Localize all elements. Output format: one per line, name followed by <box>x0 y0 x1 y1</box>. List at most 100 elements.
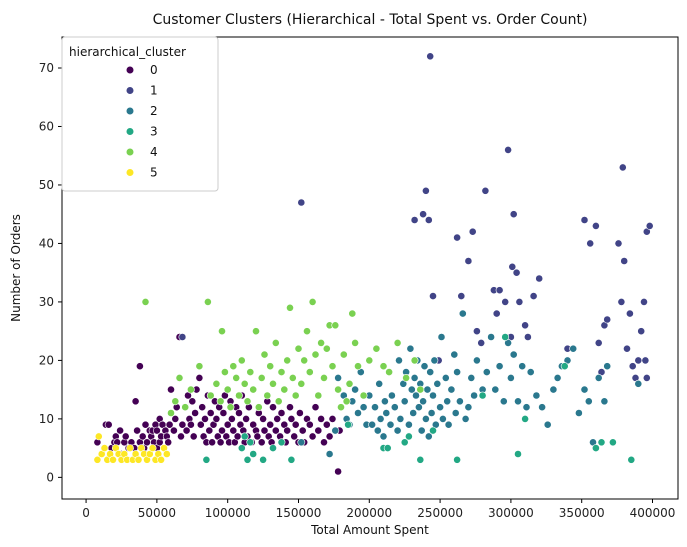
data-point-cluster-2 <box>495 362 504 371</box>
data-point-cluster-2 <box>443 397 452 406</box>
x-tick-label: 200000 <box>346 506 392 520</box>
data-point-cluster-4 <box>372 344 381 353</box>
data-point-cluster-0 <box>290 432 299 441</box>
legend-marker-0 <box>125 65 135 75</box>
data-point-cluster-4 <box>317 338 325 347</box>
data-point-cluster-2 <box>368 420 376 429</box>
data-point-cluster-0 <box>227 414 236 423</box>
data-point-cluster-2 <box>410 373 419 382</box>
data-point-cluster-0 <box>229 426 238 435</box>
data-point-cluster-0 <box>266 420 275 429</box>
data-point-cluster-4 <box>252 327 260 336</box>
data-point-cluster-1 <box>524 333 532 341</box>
data-point-cluster-4 <box>175 373 184 382</box>
data-point-cluster-0 <box>311 403 320 412</box>
data-point-cluster-0 <box>216 438 225 447</box>
data-point-cluster-2 <box>491 385 500 394</box>
y-axis-label: Number of Orders <box>9 214 23 322</box>
data-point-cluster-0 <box>235 409 243 417</box>
y-tick-label: 0 <box>46 470 54 484</box>
x-tick-label: 150000 <box>276 506 322 520</box>
data-point-cluster-1 <box>429 292 437 300</box>
data-point-cluster-2 <box>359 403 368 412</box>
data-point-cluster-3 <box>400 438 409 447</box>
data-point-cluster-3 <box>277 438 286 447</box>
data-point-cluster-0 <box>314 426 323 435</box>
data-point-cluster-4 <box>348 309 357 318</box>
y-tick-label: 20 <box>39 353 54 367</box>
data-point-cluster-2 <box>404 420 413 429</box>
legend-label-5: 5 <box>150 166 158 180</box>
data-point-cluster-1 <box>515 297 524 306</box>
data-point-cluster-2 <box>427 409 436 417</box>
y-tick-label: 30 <box>39 295 54 309</box>
data-point-cluster-1 <box>492 309 501 318</box>
data-point-cluster-1 <box>637 327 646 336</box>
data-point-cluster-3 <box>514 450 522 458</box>
data-point-cluster-1 <box>618 163 627 172</box>
data-point-cluster-4 <box>339 350 348 359</box>
data-point-cluster-4 <box>311 350 320 359</box>
legend-label-2: 2 <box>150 104 158 118</box>
data-point-cluster-1 <box>580 216 589 224</box>
legend-marker-5 <box>125 168 135 177</box>
data-point-cluster-4 <box>331 321 340 330</box>
data-point-cluster-4 <box>402 373 410 382</box>
data-point-cluster-0 <box>257 438 266 447</box>
data-point-cluster-2 <box>526 368 535 376</box>
data-point-cluster-2 <box>553 373 562 382</box>
data-point-cluster-2 <box>472 356 481 365</box>
data-point-cluster-2 <box>420 362 429 371</box>
data-point-cluster-4 <box>308 297 317 306</box>
data-point-cluster-3 <box>597 438 606 447</box>
data-point-cluster-1 <box>495 286 504 295</box>
data-point-cluster-2 <box>406 344 415 353</box>
data-point-cluster-4 <box>243 397 252 406</box>
data-point-cluster-5 <box>134 455 143 464</box>
legend-marker-3 <box>125 127 135 136</box>
data-point-cluster-2 <box>325 450 334 458</box>
data-point-cluster-2 <box>455 397 464 406</box>
data-point-cluster-2 <box>487 333 495 341</box>
data-point-cluster-2 <box>584 397 593 406</box>
data-point-cluster-3 <box>560 362 569 371</box>
data-point-cluster-1 <box>645 221 654 230</box>
data-point-cluster-1 <box>424 216 433 224</box>
data-point-cluster-4 <box>416 385 425 394</box>
y-tick-label: 40 <box>39 236 54 250</box>
data-point-cluster-4 <box>141 297 150 306</box>
data-point-cluster-1 <box>464 257 473 265</box>
legend-entries: 0 1 2 3 4 5 <box>125 63 158 180</box>
data-point-cluster-3 <box>246 438 255 447</box>
data-point-cluster-4 <box>351 338 359 347</box>
data-point-cluster-2 <box>371 403 379 412</box>
y-tick-label: 60 <box>39 119 54 133</box>
data-point-cluster-1 <box>626 309 634 318</box>
data-point-cluster-4 <box>320 373 328 382</box>
data-point-cluster-0 <box>177 432 185 441</box>
data-point-cluster-4 <box>322 344 331 353</box>
data-point-cluster-0 <box>206 409 215 417</box>
data-point-cluster-0 <box>191 409 199 417</box>
data-point-cluster-4 <box>186 385 195 394</box>
data-point-cluster-0 <box>253 432 262 441</box>
data-point-cluster-3 <box>287 455 296 464</box>
data-point-cluster-1 <box>521 321 529 330</box>
data-point-cluster-1 <box>535 274 544 283</box>
data-point-cluster-1 <box>620 257 629 265</box>
data-point-cluster-1 <box>641 356 650 365</box>
data-point-cluster-0 <box>208 438 216 447</box>
data-point-cluster-0 <box>182 426 191 435</box>
data-point-cluster-4 <box>291 391 300 400</box>
data-point-cluster-4 <box>305 368 314 376</box>
data-point-cluster-4 <box>212 379 221 388</box>
data-point-cluster-0 <box>317 414 325 423</box>
data-point-cluster-1 <box>508 262 517 271</box>
data-point-cluster-5 <box>93 455 102 464</box>
legend-label-3: 3 <box>150 125 158 139</box>
data-point-cluster-1 <box>592 221 600 230</box>
data-point-cluster-3 <box>240 432 249 441</box>
data-point-cluster-1 <box>178 333 187 341</box>
data-point-cluster-2 <box>453 368 461 376</box>
data-point-cluster-0 <box>205 426 214 435</box>
